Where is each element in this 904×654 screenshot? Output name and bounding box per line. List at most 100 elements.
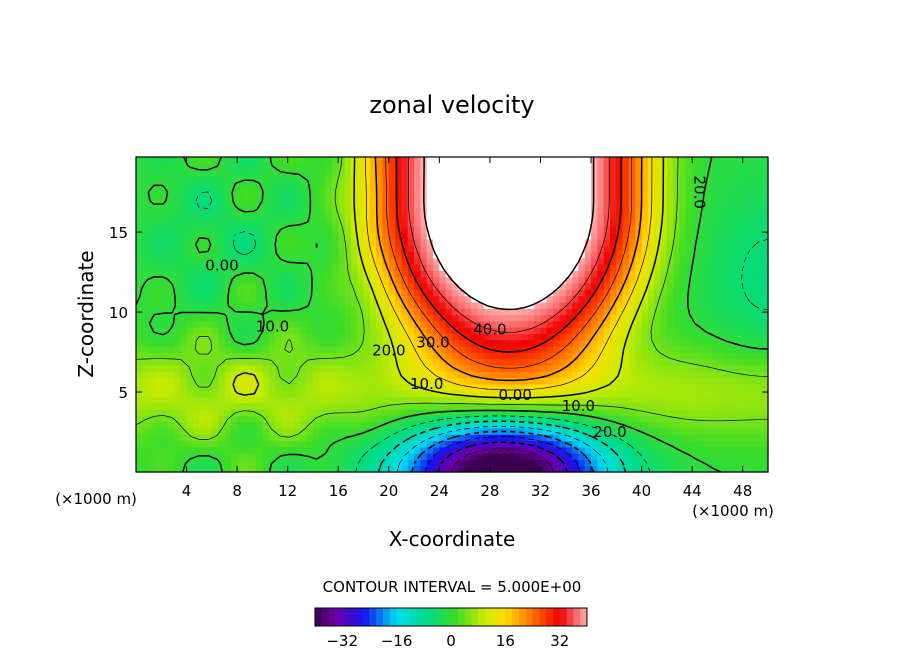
heatmap-cell: [452, 245, 459, 253]
heatmap-cell: [572, 421, 579, 429]
heatmap-cell: [237, 383, 245, 391]
heatmap-cell: [199, 440, 207, 448]
heatmap-cell: [736, 383, 744, 391]
heatmap-cell: [761, 446, 769, 454]
heatmap-cell: [154, 434, 162, 442]
heatmap-cell: [312, 465, 320, 473]
heatmap-cell: [666, 213, 674, 221]
heatmap-cell: [319, 402, 327, 410]
heatmap-cell: [205, 295, 213, 303]
heatmap-cell: [401, 402, 409, 410]
heatmap-cell: [628, 194, 636, 202]
heatmap-cell: [331, 308, 339, 316]
heatmap-cell: [369, 308, 377, 316]
heatmap-cell: [180, 314, 188, 322]
heatmap-cell: [584, 314, 592, 322]
heatmap-cell: [395, 402, 403, 410]
heatmap-cell: [180, 434, 188, 442]
heatmap-cell: [565, 207, 573, 215]
heatmap-cell: [723, 327, 731, 334]
heatmap-cell: [761, 371, 769, 379]
heatmap-cell: [723, 169, 731, 177]
heatmap-cell: [199, 257, 207, 265]
heatmap-cell: [262, 308, 270, 316]
heatmap-cell: [742, 276, 750, 284]
heatmap-cell: [666, 201, 674, 208]
heatmap-cell: [142, 383, 150, 391]
heatmap-cell: [534, 188, 542, 196]
heatmap-cell: [161, 226, 169, 234]
heatmap-cell: [275, 364, 282, 372]
heatmap-cell: [458, 364, 466, 372]
heatmap-cell: [635, 383, 643, 391]
heatmap-cell: [186, 409, 194, 416]
heatmap-cell: [698, 213, 706, 221]
heatmap-cell: [546, 182, 554, 190]
heatmap-cell: [603, 257, 611, 265]
heatmap-cell: [755, 314, 763, 322]
heatmap-cell: [344, 245, 352, 253]
heatmap-cell: [275, 163, 282, 171]
heatmap-cell: [420, 383, 428, 391]
heatmap-cell: [243, 453, 251, 460]
heatmap-cell: [154, 207, 162, 215]
heatmap-cell: [742, 352, 750, 360]
heatmap-cell: [483, 194, 491, 202]
heatmap-cell: [142, 264, 150, 271]
heatmap-cell: [319, 276, 327, 284]
heatmap-cell: [470, 245, 478, 253]
heatmap-cell: [211, 251, 219, 259]
heatmap-cell: [742, 220, 750, 227]
heatmap-cell: [426, 169, 434, 177]
heatmap-cell: [717, 358, 725, 366]
heatmap-cell: [420, 327, 428, 334]
heatmap-cell: [458, 270, 466, 278]
heatmap-cell: [502, 453, 510, 460]
heatmap-cell: [666, 440, 674, 448]
heatmap-cell: [186, 175, 194, 183]
heatmap-cell: [452, 339, 459, 347]
heatmap-cell: [717, 188, 725, 196]
heatmap-cell: [420, 409, 428, 416]
heatmap-cell: [572, 245, 579, 253]
heatmap-cell: [439, 358, 447, 366]
heatmap-cell: [331, 232, 339, 240]
heatmap-cell: [736, 163, 744, 171]
heatmap-cell: [470, 459, 478, 467]
heatmap-cell: [452, 157, 459, 164]
heatmap-cell: [262, 377, 270, 385]
heatmap-cell: [698, 465, 706, 473]
heatmap-cell: [464, 320, 472, 328]
heatmap-cell: [275, 264, 282, 271]
heatmap-cell: [243, 427, 251, 435]
heatmap-cell: [407, 352, 415, 360]
heatmap-cell: [540, 427, 548, 435]
heatmap-cell: [534, 169, 542, 177]
heatmap-cell: [641, 283, 649, 290]
heatmap-cell: [647, 390, 655, 397]
heatmap-cell: [742, 226, 750, 234]
heatmap-cell: [173, 339, 181, 347]
heatmap-cell: [458, 390, 466, 397]
heatmap-cell: [534, 333, 542, 341]
heatmap-cell: [439, 289, 447, 297]
heatmap-cell: [388, 415, 396, 423]
heatmap-cell: [344, 251, 352, 259]
heatmap-cell: [199, 232, 207, 240]
heatmap-cell: [489, 358, 497, 366]
heatmap-cell: [325, 194, 333, 202]
heatmap-cell: [673, 188, 681, 196]
heatmap-cell: [458, 421, 466, 429]
heatmap-cell: [584, 446, 592, 454]
heatmap-cell: [452, 434, 459, 442]
heatmap-cell: [452, 415, 459, 423]
heatmap-cell: [173, 390, 181, 397]
heatmap-cell: [180, 213, 188, 221]
heatmap-cell: [584, 327, 592, 334]
heatmap-cell: [470, 402, 478, 410]
heatmap-cell: [167, 182, 175, 190]
heatmap-cell: [275, 314, 282, 322]
heatmap-cell: [610, 371, 617, 379]
heatmap-cell: [603, 251, 611, 259]
heatmap-cell: [205, 465, 213, 473]
